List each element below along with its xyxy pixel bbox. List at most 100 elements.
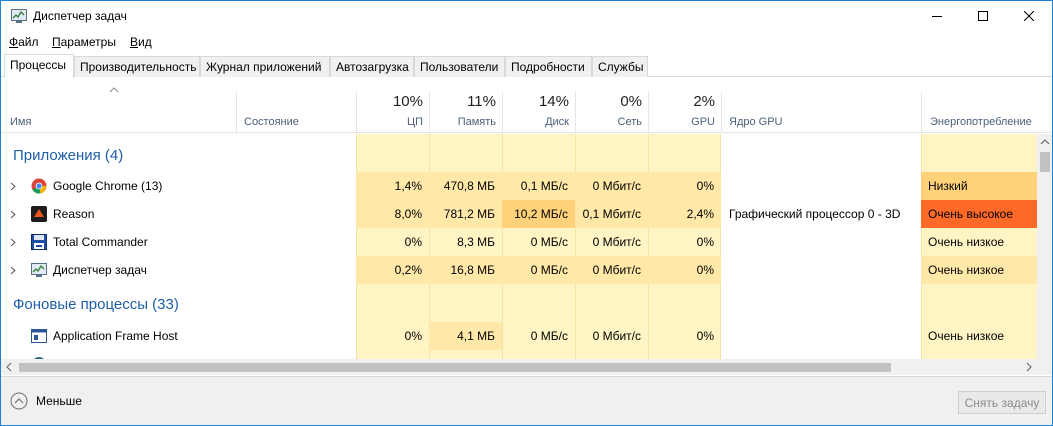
memory-value: 470,8 МБ bbox=[429, 172, 502, 200]
column-divider[interactable] bbox=[356, 92, 357, 133]
scroll-up-icon[interactable] bbox=[1037, 134, 1053, 150]
tab-startup[interactable]: Автозагрузка bbox=[330, 56, 414, 77]
cpu-value: 1,4% bbox=[356, 172, 429, 200]
horizontal-scrollbar[interactable] bbox=[1, 359, 1037, 375]
memory-total[interactable]: 11% bbox=[467, 93, 496, 110]
network-value: 0 Мбит/с bbox=[592, 329, 641, 343]
column-header-network[interactable]: Сеть bbox=[617, 116, 642, 128]
close-button[interactable] bbox=[1006, 1, 1052, 31]
column-header-disk[interactable]: Диск bbox=[545, 116, 569, 128]
column-header-gpu[interactable]: GPU bbox=[691, 116, 715, 128]
column-divider[interactable] bbox=[429, 92, 430, 133]
disk-column-bg bbox=[502, 134, 575, 359]
chevron-right-icon[interactable] bbox=[10, 182, 16, 191]
scroll-right-icon[interactable] bbox=[1021, 359, 1037, 375]
end-task-button[interactable]: Снять задачу bbox=[958, 391, 1046, 414]
tab-bar: Процессы Производительность Журнал прило… bbox=[1, 54, 1052, 78]
tab-processes[interactable]: Процессы bbox=[4, 54, 74, 78]
chevron-right-icon[interactable] bbox=[10, 210, 16, 219]
chrome-icon bbox=[31, 178, 47, 194]
column-header-name[interactable]: Имя bbox=[10, 116, 32, 128]
cpu-total[interactable]: 10% bbox=[392, 93, 423, 110]
memory-value: 781,2 МБ bbox=[429, 200, 502, 228]
process-name: Reason bbox=[53, 207, 95, 221]
menu-file[interactable]: Файл bbox=[9, 35, 39, 49]
menu-bar: Файл Параметры Вид bbox=[1, 32, 1052, 52]
power-value: Низкий bbox=[921, 172, 1037, 200]
gpu-engine-value bbox=[729, 172, 919, 200]
sort-up-icon bbox=[109, 87, 119, 93]
process-name: Google Chrome (13) bbox=[53, 179, 163, 193]
column-header-cpu[interactable]: ЦП bbox=[406, 116, 423, 128]
scroll-left-icon[interactable] bbox=[1, 359, 17, 375]
reason-icon bbox=[31, 206, 47, 222]
chevron-up-circle-icon bbox=[10, 392, 28, 410]
chevron-right-icon[interactable] bbox=[10, 266, 16, 275]
network-value: 0 Мбит/с bbox=[592, 235, 641, 249]
chevron-right-icon[interactable] bbox=[10, 238, 16, 247]
memory-column-bg bbox=[429, 134, 502, 359]
column-divider[interactable] bbox=[648, 92, 649, 133]
maximize-button[interactable] bbox=[960, 1, 1006, 31]
table-row[interactable]: Reason 8,0% 781,2 МБ 10,2 МБ/с 0,1 Мбит/… bbox=[1, 200, 1037, 228]
gpu-total[interactable]: 2% bbox=[693, 93, 715, 110]
footer-bar: Меньше Снять задачу bbox=[1, 376, 1052, 425]
task-manager-icon bbox=[11, 9, 27, 23]
power-value: Очень низкое bbox=[928, 329, 1005, 343]
memory-value: 8,3 МБ bbox=[457, 235, 495, 249]
table-row[interactable] bbox=[1, 350, 1037, 359]
disk-value: 10,2 МБ/с bbox=[502, 200, 575, 228]
app-frame-host-icon bbox=[31, 329, 47, 343]
column-divider[interactable] bbox=[575, 92, 576, 133]
network-value: 0 Мбит/с bbox=[575, 256, 648, 284]
gpu-value: 0% bbox=[648, 256, 721, 284]
power-value: Очень низкое bbox=[921, 256, 1037, 284]
menu-view[interactable]: Вид bbox=[130, 35, 152, 49]
gpu-engine-value bbox=[729, 322, 919, 350]
column-header-memory[interactable]: Память bbox=[457, 116, 496, 128]
disk-total[interactable]: 14% bbox=[538, 93, 569, 110]
network-column-bg bbox=[575, 134, 648, 359]
network-value: 0 Мбит/с bbox=[575, 172, 648, 200]
column-divider[interactable] bbox=[236, 92, 237, 133]
title-bar[interactable]: Диспетчер задач bbox=[1, 1, 1052, 31]
group-header-apps[interactable]: Приложения (4) bbox=[1, 142, 1037, 170]
menu-options[interactable]: Параметры bbox=[52, 35, 116, 49]
horizontal-scroll-thumb[interactable] bbox=[19, 363, 891, 372]
disk-value: 0 МБ/с bbox=[502, 256, 575, 284]
tab-app-history[interactable]: Журнал приложений bbox=[200, 56, 330, 77]
table-row[interactable]: Application Frame Host 0% 4,1 МБ 0 МБ/с … bbox=[1, 322, 1037, 350]
tab-services[interactable]: Службы bbox=[592, 56, 648, 77]
vertical-scroll-thumb[interactable] bbox=[1040, 152, 1050, 172]
process-name: Total Commander bbox=[53, 235, 148, 249]
process-name: Диспетчер задач bbox=[53, 263, 147, 277]
table-row[interactable]: Диспетчер задач 0,2% 16,8 МБ 0 МБ/с 0 Мб… bbox=[1, 256, 1037, 284]
close-icon bbox=[1024, 11, 1034, 21]
column-header-gpu-engine[interactable]: Ядро GPU bbox=[729, 116, 783, 128]
disk-value: 0 МБ/с bbox=[530, 329, 568, 343]
tab-users[interactable]: Пользователи bbox=[414, 56, 505, 77]
group-title: Фоновые процессы (33) bbox=[13, 296, 179, 313]
column-divider[interactable] bbox=[721, 92, 722, 133]
minimize-button[interactable] bbox=[914, 1, 960, 31]
column-header-power[interactable]: Энергопотребление bbox=[930, 116, 1032, 128]
task-manager-icon bbox=[31, 263, 47, 277]
table-row[interactable]: Google Chrome (13) 1,4% 470,8 МБ 0,1 МБ/… bbox=[1, 172, 1037, 200]
column-divider[interactable] bbox=[502, 92, 503, 133]
tab-performance[interactable]: Производительность bbox=[74, 56, 200, 77]
network-total[interactable]: 0% bbox=[620, 93, 642, 110]
fewer-details-button[interactable]: Меньше bbox=[10, 392, 82, 410]
vertical-scrollbar[interactable] bbox=[1037, 134, 1053, 359]
gpu-value: 0% bbox=[648, 172, 721, 200]
column-header-status[interactable]: Состояние bbox=[244, 116, 299, 128]
group-header-background[interactable]: Фоновые процессы (33) bbox=[1, 291, 1037, 319]
gpu-engine-value bbox=[729, 228, 919, 256]
tab-details[interactable]: Подробности bbox=[505, 56, 592, 77]
cpu-value: 0,2% bbox=[356, 256, 429, 284]
column-divider[interactable] bbox=[921, 92, 922, 133]
power-value: Очень низкое bbox=[928, 235, 1005, 249]
table-row[interactable]: Total Commander 0% 8,3 МБ 0 МБ/с 0 Мбит/… bbox=[1, 228, 1037, 256]
cpu-value: 0% bbox=[404, 235, 422, 249]
gpu-column-bg bbox=[648, 134, 721, 359]
